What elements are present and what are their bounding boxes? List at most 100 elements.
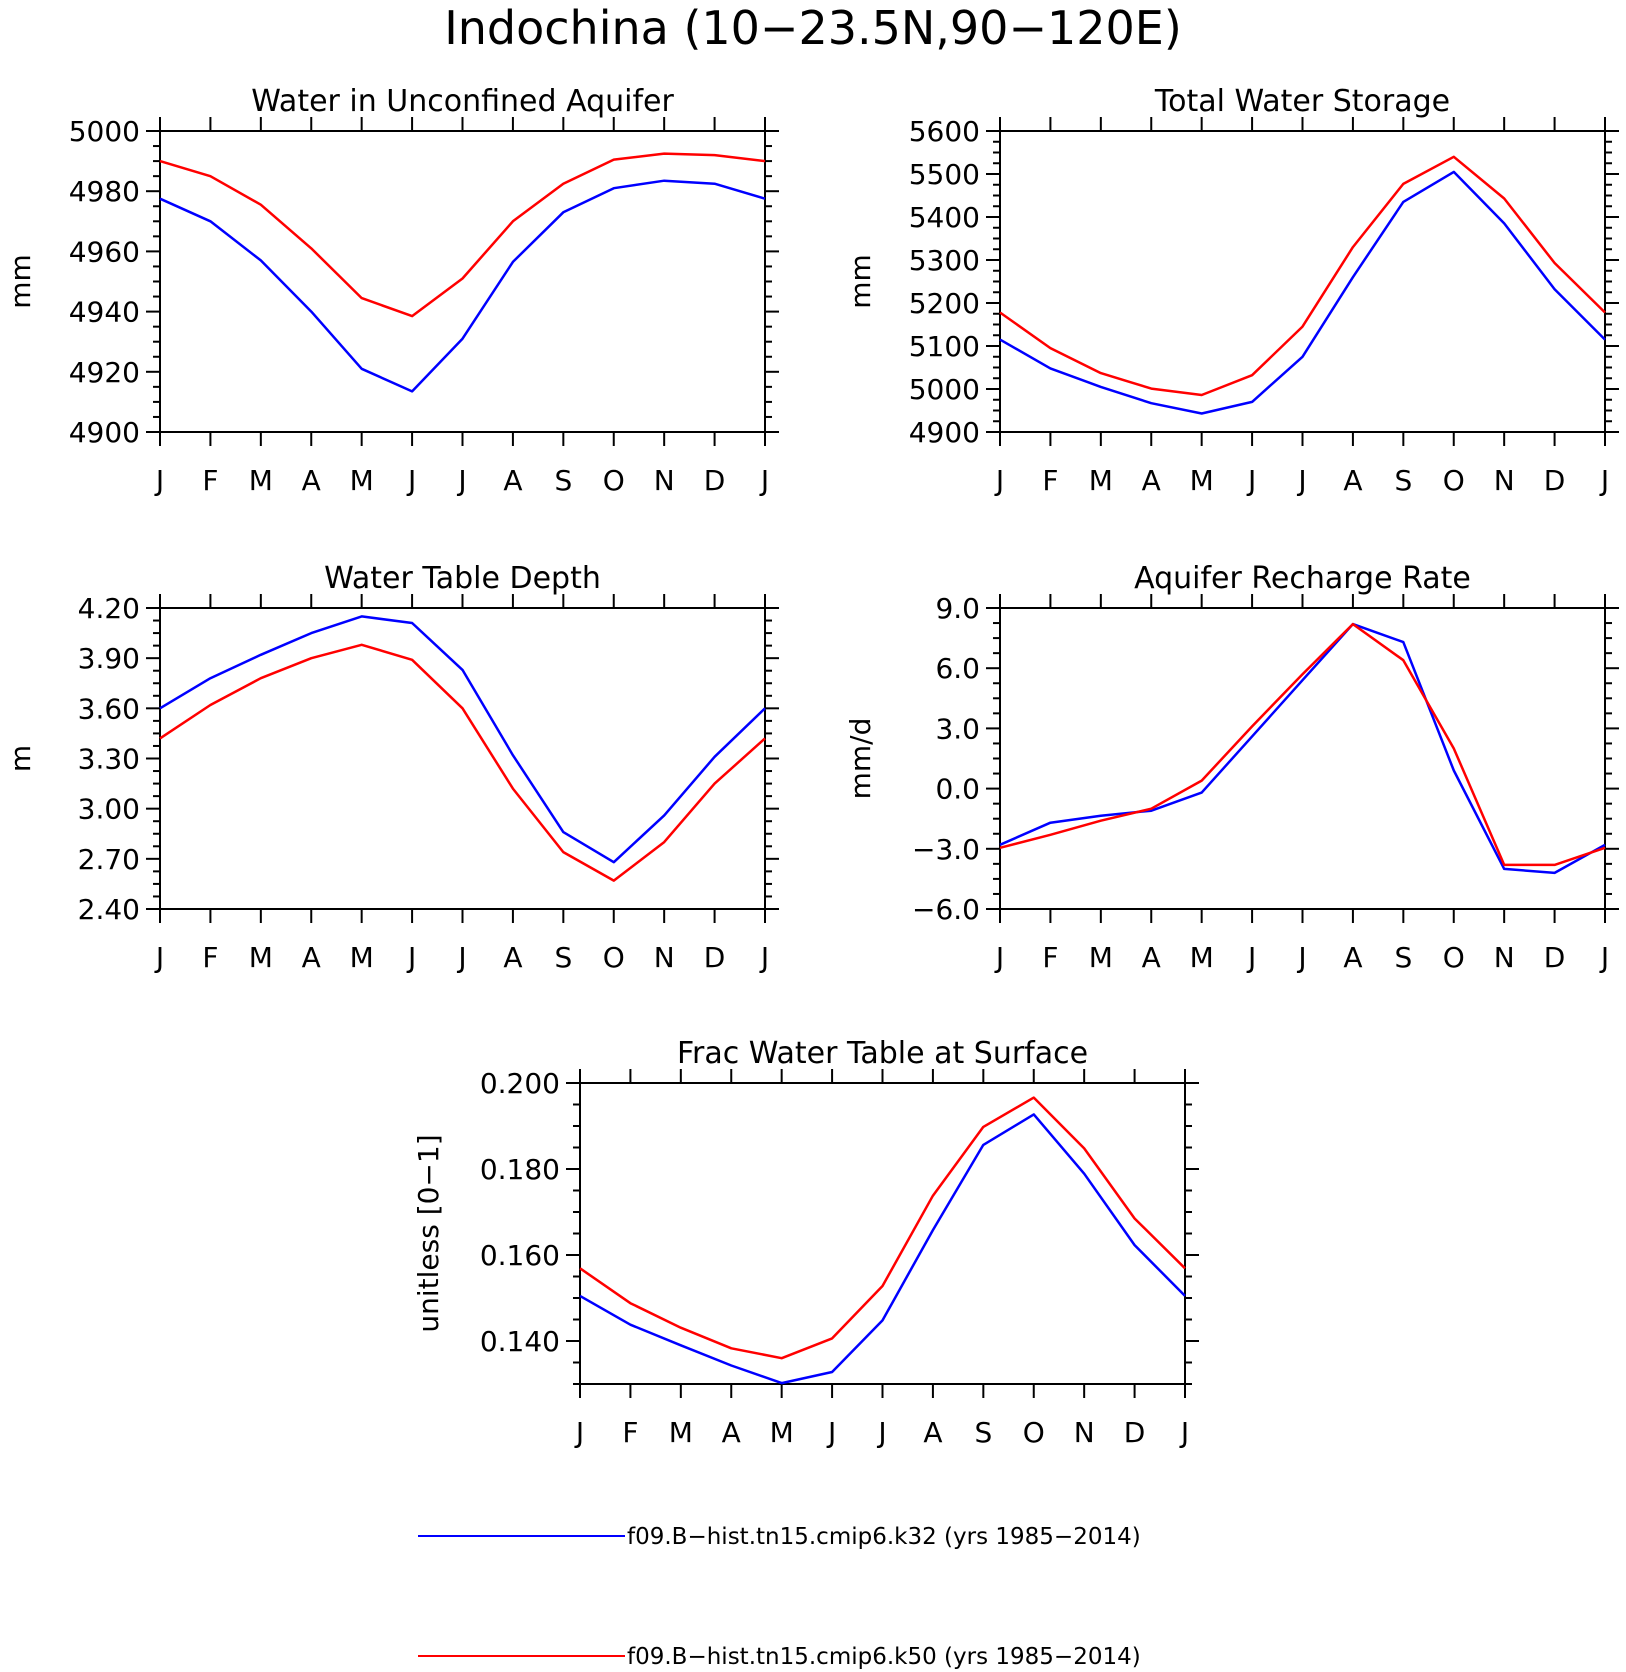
y-tick-label: 5400 (909, 201, 980, 234)
x-tick-label: J (759, 941, 769, 974)
x-tick-label: J (456, 464, 466, 497)
y-tick-label: 3.00 (78, 793, 140, 826)
x-tick-label: S (1394, 941, 1412, 974)
x-tick-label: M (1190, 464, 1214, 497)
y-tick-label: 5300 (909, 244, 980, 277)
panel-title: Water Table Depth (324, 561, 601, 596)
x-tick-label: O (603, 464, 625, 497)
series-line-2 (159, 152, 766, 318)
panel-title: Aquifer Recharge Rate (1134, 561, 1471, 596)
y-tick-label: −6.0 (912, 893, 980, 926)
x-tick-label: M (1190, 941, 1214, 974)
x-tick-label: N (1074, 1416, 1095, 1449)
y-tick-label: 4920 (69, 356, 140, 389)
y-tick-label: 5600 (909, 115, 980, 148)
x-tick-label: F (1042, 941, 1058, 974)
plot-frame (159, 607, 766, 910)
legend: f09.B−hist.tn15.cmip6.k32 (yrs 1985−2014… (418, 1524, 1141, 1670)
panel-title: Water in Unconfined Aquifer (251, 84, 674, 119)
y-tick-label: 4940 (69, 296, 140, 329)
x-tick-label: A (722, 1416, 741, 1449)
y-axis-label: mm/d (844, 718, 877, 800)
x-tick-label: F (1042, 464, 1058, 497)
y-tick-label: 5200 (909, 287, 980, 320)
y-tick-label: 3.30 (78, 743, 140, 776)
x-tick-label: M (249, 464, 273, 497)
y-axis-label: mm (4, 254, 37, 309)
y-tick-label: 0.160 (480, 1239, 560, 1272)
x-tick-label: D (704, 941, 726, 974)
y-tick-label: 5100 (909, 330, 980, 363)
series-line-2 (999, 155, 1606, 397)
y-axis-label: unitless [0−1] (412, 1134, 445, 1332)
y-tick-label: 4900 (909, 416, 980, 449)
y-tick-label: 2.70 (78, 843, 140, 876)
x-tick-label: A (1142, 941, 1161, 974)
series-line-1 (999, 622, 1606, 875)
x-tick-label: S (974, 1416, 992, 1449)
x-tick-label: D (1544, 941, 1566, 974)
y-axis-label: m (4, 745, 37, 772)
panel-title: Frac Water Table at Surface (677, 1036, 1088, 1071)
x-tick-label: J (1296, 464, 1306, 497)
y-tick-label: −3.0 (912, 833, 980, 866)
x-tick-label: J (1179, 1416, 1189, 1449)
x-tick-label: J (826, 1416, 836, 1449)
x-tick-label: J (456, 941, 466, 974)
legend-label-k50: f09.B−hist.tn15.cmip6.k50 (yrs 1985−2014… (627, 1644, 1141, 1670)
y-tick-label: 3.90 (78, 642, 140, 675)
y-tick-label: 5000 (69, 115, 140, 148)
x-tick-label: J (1599, 464, 1609, 497)
series-line-1 (159, 179, 766, 393)
x-tick-label: J (574, 1416, 584, 1449)
y-tick-label: 3.0 (935, 712, 980, 745)
x-tick-label: F (202, 941, 218, 974)
x-tick-label: D (1124, 1416, 1146, 1449)
x-tick-label: O (1443, 941, 1465, 974)
x-tick-label: A (1343, 941, 1362, 974)
x-tick-label: F (622, 1416, 638, 1449)
series-line-1 (159, 615, 766, 864)
x-tick-label: J (406, 464, 416, 497)
panel-title: Total Water Storage (1154, 84, 1450, 119)
x-tick-label: A (302, 941, 321, 974)
y-tick-label: 0.200 (480, 1067, 560, 1100)
x-tick-label: J (154, 941, 164, 974)
x-tick-label: J (1599, 941, 1609, 974)
series-line-2 (999, 622, 1606, 867)
x-tick-label: A (503, 941, 522, 974)
x-tick-label: J (154, 464, 164, 497)
x-tick-label: J (1296, 941, 1306, 974)
x-tick-label: M (1089, 941, 1113, 974)
x-tick-label: N (1494, 464, 1515, 497)
x-tick-label: O (1023, 1416, 1045, 1449)
x-tick-label: N (654, 941, 675, 974)
x-tick-label: S (1394, 464, 1412, 497)
y-tick-label: 0.140 (480, 1325, 560, 1358)
x-tick-label: M (770, 1416, 794, 1449)
x-tick-label: J (876, 1416, 886, 1449)
y-tick-label: 3.60 (78, 692, 140, 725)
legend-label-k32: f09.B−hist.tn15.cmip6.k32 (yrs 1985−2014… (627, 1524, 1141, 1550)
series-line-2 (159, 643, 766, 882)
plot-frame (159, 130, 766, 433)
panel-frac-water-table-surface: Frac Water Table at Surface unitless [0−1… (412, 1036, 1199, 1449)
y-tick-label: 2.40 (78, 893, 140, 926)
x-tick-label: J (406, 941, 416, 974)
x-tick-label: S (554, 464, 572, 497)
y-tick-label: 5500 (909, 158, 980, 191)
y-tick-label: 9.0 (935, 592, 980, 625)
x-tick-label: S (554, 941, 572, 974)
panels: Water in Unconfined Aquifer mm 4900 4920 494… (4, 84, 1619, 1449)
panel-water-table-depth: Water Table Depth m 2.40 2.70 3.00 3.30 3.60 3.… (4, 561, 779, 974)
y-axis-label: mm (844, 254, 877, 309)
y-tick-label: 6.0 (935, 652, 980, 685)
panel-total-water-storage: Total Water Storage mm 4900 5000 5100 5200 530… (844, 84, 1619, 497)
y-tick-label: 4900 (69, 416, 140, 449)
x-tick-label: A (923, 1416, 942, 1449)
x-tick-label: O (603, 941, 625, 974)
plot-frame (579, 1082, 1186, 1385)
x-tick-label: J (1246, 464, 1256, 497)
x-tick-label: M (350, 941, 374, 974)
